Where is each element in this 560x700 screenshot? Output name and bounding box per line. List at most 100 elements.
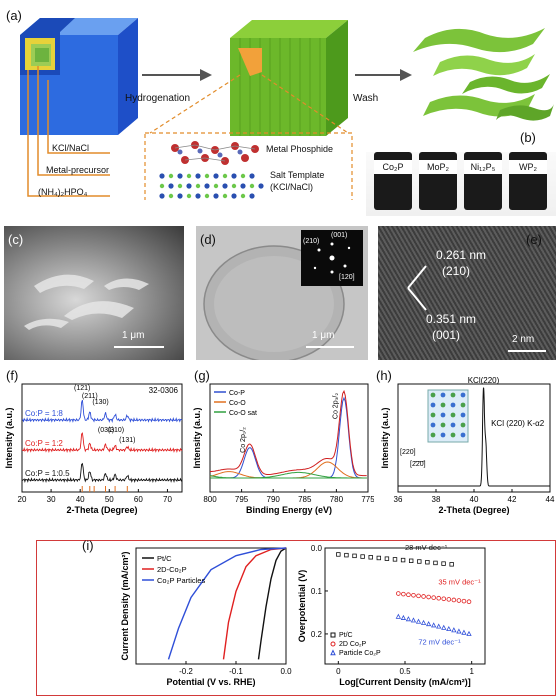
plot-frame [209,383,369,493]
x-tick-label: 0 [336,667,341,676]
tafel-point [352,553,357,559]
inset-label-220: [220] [400,449,416,456]
x-tick-label: 780 [330,495,344,504]
panel-a-label: (a) [6,8,22,23]
x-tick-label: 40 [470,495,479,504]
inset-atom [450,412,456,418]
y-axis-label: Intensity (a.u.) [4,407,14,468]
scale-label-e: 2 nm [512,334,535,345]
panel-c-sem-image: 1 μm [4,226,184,360]
sem-flakes [24,274,149,330]
xps-component-2 [210,461,367,479]
inset-atom [450,422,456,428]
tafel-point [376,555,382,561]
y-axis-label: Intensity (a.u.) [380,407,390,468]
tafel-point [395,613,401,619]
tafel-point [466,599,472,605]
tafel-series-0 [336,552,454,567]
inset-atom [440,392,446,398]
legend-label-0: Pt/C [157,554,172,563]
scale-label-c: 1 μm [122,330,145,341]
tafel-point [336,552,341,557]
tafel-point [420,619,427,625]
legend-marker-1 [330,641,336,647]
panel-g-chart: 800 795 790 785 780 775 Binding Energy (eV) Int… [192,383,374,515]
legend-label-2: Co₂P Particles [157,576,205,585]
inset-atom [430,412,436,418]
scale-label-d: 1 μm [312,330,335,341]
panel-g-label: (g) [194,368,210,383]
tafel-point [441,596,447,602]
tafel-point [449,562,454,567]
plot-frame [135,547,287,665]
panel-i-left-chart: -0.2 -0.1 0.0 Potential (V vs. RHE) Current … [120,547,292,687]
x-tick-label: 0.5 [399,667,411,676]
salt-cube [20,18,138,135]
plot-frame [397,383,551,493]
inset-atom [430,432,436,438]
x-axis-label: Binding Energy (eV) [246,505,332,515]
inset-atom [460,412,466,418]
y-axis-label: Intensity (a.u.) [192,407,202,468]
x-tick-label: 790 [267,495,281,504]
label-metal-phosphide: Metal Phosphide [266,144,334,154]
series-label-2: Co:P = 1:0.5 [25,469,70,478]
inset-atom [460,402,466,408]
x-tick-label: 70 [163,495,172,504]
xps-component-5 [209,475,367,479]
x-axis-label: Log[Current Density (mA/cm²)] [339,677,471,687]
tafel-point [411,592,416,598]
tafel-point [417,559,422,564]
phosphide-cube [230,20,348,136]
peak-label: (131) [119,437,135,444]
tafel-point [360,554,365,559]
legend-label-1: 2D Co₂P [339,641,367,648]
tafel-point [426,594,431,600]
peak-label-12: Co 2p₁/₂ [240,427,247,453]
lattice-lines [407,265,427,311]
saed-001: (001) [331,232,348,239]
saed-120: [120] [339,274,355,281]
tafel-point [415,618,422,624]
x-tick-label: -0.1 [229,667,243,676]
tafel-point [461,629,467,635]
inset-atom [460,432,466,438]
saed-210: (210) [303,238,320,245]
plane-2: (001) [432,328,461,342]
legend-label-1: 2D-Co₂P [157,565,187,574]
x-tick-label: 42 [508,495,517,504]
inset-atom [440,422,446,428]
x-tick-label: -0.2 [179,667,193,676]
inset-lattice [427,389,469,443]
panel-a-schematic [20,18,554,200]
vial-mop2: MoP₂ [419,152,457,210]
inset-atom [450,392,456,398]
series-label-0: Co:P = 1:8 [25,409,63,418]
tafel-point [441,561,446,566]
arrow-hydrogenation [142,69,212,81]
tafel-point [461,598,467,604]
tafel-point [405,616,412,622]
lsv-series-2 [167,547,287,660]
tafel-point [344,552,349,558]
peak-label-32: Co 2p₃/₂ [333,393,340,419]
tafel-point [456,628,462,634]
y-axis-label: Current Density (mA/cm²) [120,551,130,660]
saed-inset: (210) (001) [120] [301,230,363,286]
annotation-kcl220: KCl(220) [468,376,500,385]
tafel-point [466,630,472,636]
inset-atom [430,392,436,398]
vial-label-mop2: MoP₂ [419,160,457,174]
inset-atom [440,402,446,408]
arrow-wash [355,69,412,81]
legend-label-2: Particle Co₂P [339,650,381,657]
tafel-point [436,623,442,629]
vial-co2p: Co₂P [374,152,412,210]
scale-bar-d [306,346,354,348]
tafel-point [425,621,432,627]
x-tick-label: 60 [134,495,143,504]
panel-i-label: (i) [82,538,94,553]
legend-metal: Metal-precursor [46,165,110,175]
lsv-series-0 [257,547,287,660]
tafel-point [451,597,457,603]
